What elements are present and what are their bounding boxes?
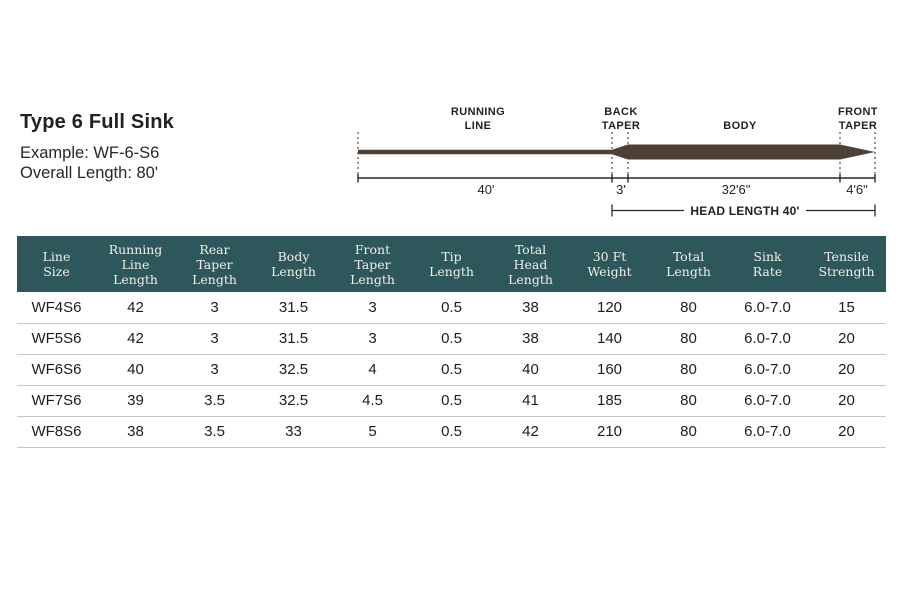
line-profile-diagram: RUNNING LINE BACK TAPER BODY FRONT TAPER…: [357, 106, 878, 218]
front-taper-label: FRONT: [838, 106, 878, 118]
value-cell: 33: [254, 416, 333, 448]
column-header: Tip Length: [412, 236, 491, 292]
line-size-cell: WF4S6: [17, 292, 96, 324]
column-header: Sink Rate: [728, 236, 807, 292]
column-header: Rear Taper Length: [175, 236, 254, 292]
front-taper-label-2: TAPER: [839, 120, 877, 132]
value-cell: 42: [491, 416, 570, 448]
value-cell: 0.5: [412, 416, 491, 448]
value-cell: 32.5: [254, 354, 333, 386]
body-measurement: 32'6": [722, 182, 751, 197]
value-cell: 210: [570, 416, 649, 448]
column-header: Total Head Length: [491, 236, 570, 292]
table-row: WF7S6 39 3.5 32.5 4.5 0.5 41 185 80 6.0-7.0 20: [17, 385, 886, 417]
info-block: Type 6 Full Sink Example: WF-6-S6 Overal…: [20, 111, 174, 183]
fly-line-profile-shape: [358, 144, 875, 160]
value-cell: 39: [96, 385, 175, 417]
value-cell: 38: [491, 323, 570, 355]
value-cell: 3: [175, 354, 254, 386]
value-cell: 80: [649, 292, 728, 324]
back-taper-measurement: 3': [616, 182, 626, 197]
table-body: WF4S6 42 3 31.5 3 0.5 38 120 80 6.0-7.0 15 WF5S6 42 3…: [17, 292, 886, 448]
value-cell: 4: [333, 354, 412, 386]
value-cell: 6.0-7.0: [728, 292, 807, 324]
value-cell: 120: [570, 292, 649, 324]
table-row: WF5S6 42 3 31.5 3 0.5 38 140 80 6.0-7.0 20: [17, 323, 886, 355]
spec-table: Line Size Running Line Length Rear Taper L…: [17, 236, 886, 448]
line-size-cell: WF8S6: [17, 416, 96, 448]
value-cell: 41: [491, 385, 570, 417]
head-length-label: HEAD LENGTH 40': [690, 204, 799, 218]
column-header: Tensile Strength: [807, 236, 886, 292]
head-length-bracket: [611, 204, 876, 217]
value-cell: 15: [807, 292, 886, 324]
running-line-measurement: 40': [478, 182, 495, 197]
value-cell: 40: [96, 354, 175, 386]
table-header: Line Size Running Line Length Rear Taper L…: [17, 236, 886, 292]
value-cell: 42: [96, 292, 175, 324]
value-cell: 3.5: [175, 385, 254, 417]
value-cell: 3: [333, 292, 412, 324]
value-cell: 5: [333, 416, 412, 448]
value-cell: 6.0-7.0: [728, 416, 807, 448]
line-size-cell: WF6S6: [17, 354, 96, 386]
column-header: 30 Ft Weight: [570, 236, 649, 292]
table-row: WF6S6 40 3 32.5 4 0.5 40 160 80 6.0-7.0 20: [17, 354, 886, 386]
column-header: Front Taper Length: [333, 236, 412, 292]
value-cell: 31.5: [254, 323, 333, 355]
column-header: Line Size: [17, 236, 96, 292]
line-size-cell: WF7S6: [17, 385, 96, 417]
column-header: Body Length: [254, 236, 333, 292]
value-cell: 38: [491, 292, 570, 324]
value-cell: 42: [96, 323, 175, 355]
table-row: WF8S6 38 3.5 33 5 0.5 42 210 80 6.0-7.0 20: [17, 416, 886, 448]
value-cell: 80: [649, 354, 728, 386]
value-cell: 20: [807, 385, 886, 417]
value-cell: 0.5: [412, 292, 491, 324]
value-cell: 185: [570, 385, 649, 417]
value-cell: 80: [649, 416, 728, 448]
value-cell: 6.0-7.0: [728, 354, 807, 386]
value-cell: 0.5: [412, 354, 491, 386]
column-header: Running Line Length: [96, 236, 175, 292]
value-cell: 80: [649, 385, 728, 417]
running-line-label-2: LINE: [465, 120, 492, 132]
value-cell: 4.5: [333, 385, 412, 417]
value-cell: 20: [807, 323, 886, 355]
value-cell: 160: [570, 354, 649, 386]
value-cell: 32.5: [254, 385, 333, 417]
front-taper-measurement: 4'6": [846, 182, 868, 197]
value-cell: 38: [96, 416, 175, 448]
value-cell: 6.0-7.0: [728, 323, 807, 355]
value-cell: 6.0-7.0: [728, 385, 807, 417]
value-cell: 140: [570, 323, 649, 355]
value-cell: 3: [175, 292, 254, 324]
value-cell: 40: [491, 354, 570, 386]
overall-length-text: Overall Length: 80': [20, 164, 158, 182]
value-cell: 3: [175, 323, 254, 355]
table-header-row: Line Size Running Line Length Rear Taper L…: [17, 236, 886, 292]
value-cell: 20: [807, 416, 886, 448]
value-cell: 0.5: [412, 323, 491, 355]
value-cell: 0.5: [412, 385, 491, 417]
value-cell: 20: [807, 354, 886, 386]
value-cell: 80: [649, 323, 728, 355]
column-header: Total Length: [649, 236, 728, 292]
running-line-label: RUNNING: [451, 106, 505, 118]
back-taper-label-2: TAPER: [602, 120, 640, 132]
table-row: WF4S6 42 3 31.5 3 0.5 38 120 80 6.0-7.0 15: [17, 292, 886, 324]
value-cell: 31.5: [254, 292, 333, 324]
example-text: Example: WF-6-S6: [20, 144, 160, 162]
body-label: BODY: [723, 120, 757, 132]
measurement-axis: [357, 173, 876, 183]
value-cell: 3: [333, 323, 412, 355]
line-size-cell: WF5S6: [17, 323, 96, 355]
page-title: Type 6 Full Sink: [20, 111, 174, 133]
value-cell: 3.5: [175, 416, 254, 448]
back-taper-label: BACK: [604, 106, 637, 118]
